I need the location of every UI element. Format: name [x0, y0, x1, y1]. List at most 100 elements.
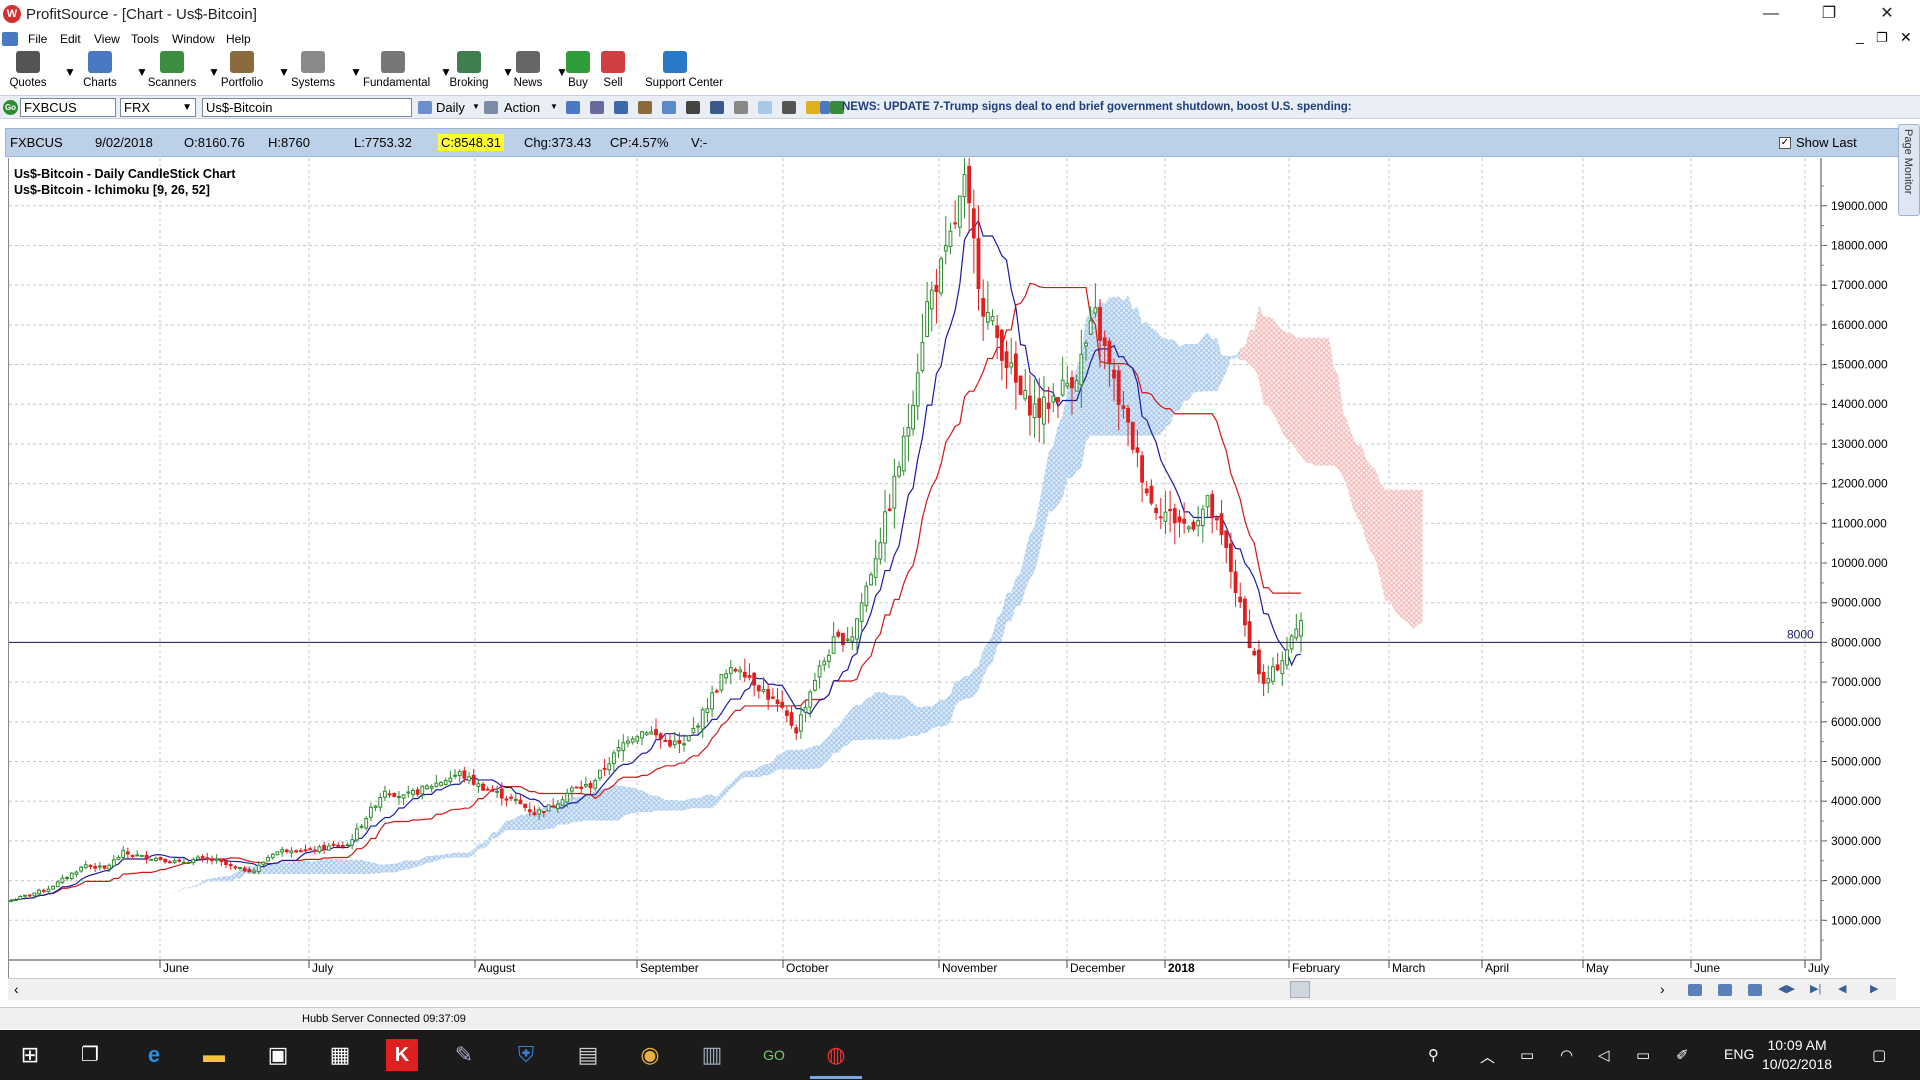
candlestick-chart[interactable]: 1000.000 2000.000 3000.000 4000.000 5000.000… — [9, 158, 1897, 978]
scroll-left-icon[interactable]: ‹ — [14, 981, 19, 997]
wifi-icon[interactable]: ◠ — [1560, 1047, 1574, 1064]
security-name-input[interactable]: Us$-Bitcoin — [202, 98, 412, 117]
menu-help[interactable]: Help — [226, 32, 251, 46]
zoom-fit-icon[interactable] — [1688, 984, 1702, 996]
toolbar-dropdown-icon[interactable]: ▼ — [64, 65, 76, 79]
clock[interactable]: 10:09 AM 10/02/2018 — [1762, 1036, 1832, 1074]
toolbar-dropdown-icon[interactable]: ▼ — [136, 65, 148, 79]
security-shield-icon[interactable]: ⛨ — [517, 1042, 535, 1067]
task-view-icon[interactable]: ❐ — [81, 1044, 99, 1066]
toolbar-charts-button[interactable]: Charts — [70, 49, 130, 93]
ichimoku-cloud-segment — [992, 617, 998, 663]
symbol-input[interactable]: FXBCUS — [20, 98, 116, 117]
toolbar-dropdown-icon[interactable]: ▼ — [556, 65, 568, 79]
toolbar-dropdown-icon[interactable]: ▼ — [440, 65, 452, 79]
edge-browser-icon[interactable]: e — [147, 1042, 161, 1067]
toolbar-fundamental-button[interactable]: Fundamental — [363, 49, 430, 93]
horizontal-scrollbar[interactable]: ‹ › ◀▶ ▶| ◀ ▶ — [8, 978, 1896, 1000]
hammer-icon[interactable] — [686, 101, 700, 114]
remote-desktop-icon[interactable]: ▥ — [701, 1042, 723, 1067]
restore-button[interactable]: ❐ — [1821, 5, 1837, 22]
ichimoku-cloud-segment — [361, 859, 367, 874]
print-icon[interactable] — [614, 101, 628, 114]
step-forward-icon[interactable]: ▶ — [1870, 983, 1879, 995]
zoom-in-icon[interactable] — [1718, 984, 1732, 996]
chrome-browser-icon[interactable]: ◉ — [640, 1042, 660, 1067]
draw-icon[interactable] — [782, 101, 796, 114]
bookmark-icon[interactable] — [830, 101, 844, 114]
toolbar-systems-button[interactable]: Systems — [283, 49, 343, 93]
tray-display-icon[interactable]: ▭ — [1520, 1047, 1535, 1064]
news-ticker[interactable]: NEWS: UPDATE 7-Trump signs deal to end b… — [842, 101, 1352, 113]
profitsource-taskbar-icon[interactable]: ◍ — [826, 1042, 846, 1067]
palette-icon[interactable] — [638, 101, 652, 114]
period-dropdown-icon[interactable]: ▼ — [472, 102, 480, 111]
k-app-icon[interactable]: K — [386, 1039, 418, 1071]
mdi-document-icon[interactable] — [2, 32, 18, 46]
pen-icon[interactable]: ✐ — [1676, 1047, 1689, 1064]
people-icon[interactable]: ⚲ — [1428, 1047, 1439, 1064]
toolbar-quotes-button[interactable]: Quotes — [0, 49, 58, 93]
volume-icon[interactable]: ◁ — [1598, 1047, 1610, 1064]
ichimoku-cloud-segment — [1371, 465, 1376, 561]
action-menu[interactable]: Action — [504, 100, 541, 115]
toolbar-dropdown-icon[interactable]: ▼ — [350, 65, 362, 79]
save-icon[interactable] — [566, 101, 580, 114]
language-indicator[interactable]: ENG — [1724, 1046, 1755, 1062]
chart-type-icon[interactable] — [710, 101, 724, 114]
scroll-thumb[interactable] — [1290, 981, 1310, 998]
scroll-right-icon[interactable]: › — [1660, 981, 1665, 997]
mdi-minimize-icon[interactable]: _ — [1856, 28, 1864, 44]
candle-body — [1196, 520, 1201, 527]
y-tick-label: 17000.000 — [1831, 278, 1888, 292]
bulb-icon[interactable] — [758, 101, 772, 114]
toolbar-portfolio-button[interactable]: Portfolio — [212, 49, 272, 93]
paint-icon[interactable]: ✎ — [454, 1042, 474, 1067]
menu-edit[interactable]: Edit — [60, 32, 81, 46]
toolbar-support-center-button[interactable]: Support Center — [645, 49, 723, 93]
menu-window[interactable]: Window — [172, 32, 215, 46]
x-tick-label: December — [1070, 961, 1125, 975]
menu-view[interactable]: View — [94, 32, 120, 46]
close-button[interactable]: ✕ — [1880, 5, 1894, 22]
step-back-icon[interactable]: ◀ — [1838, 983, 1847, 995]
toolbar-scanners-button[interactable]: Scanners — [142, 49, 202, 93]
action-dropdown-icon[interactable]: ▼ — [550, 102, 558, 111]
mdi-close-icon[interactable]: ✕ — [1900, 29, 1912, 45]
calculator-icon[interactable]: ▦ — [329, 1042, 351, 1067]
page-monitor-tab[interactable]: Page Monitor — [1898, 124, 1920, 216]
candle-body — [841, 632, 845, 646]
battery-icon[interactable]: ▭ — [1636, 1047, 1651, 1064]
camera-icon[interactable]: ▤ — [577, 1042, 599, 1067]
toolbar-sell-button[interactable]: Sell — [583, 49, 643, 93]
toolbar-dropdown-icon[interactable]: ▼ — [278, 65, 290, 79]
tray-chevron-icon[interactable]: ︿ — [1480, 1049, 1496, 1066]
plot-icon[interactable] — [734, 101, 748, 114]
menu-tools[interactable]: Tools — [131, 32, 160, 46]
windows-start-icon[interactable]: ⊞ — [20, 1042, 40, 1067]
last-bar-icon[interactable]: ▶| — [1810, 983, 1822, 995]
menu-file[interactable]: File — [28, 32, 48, 46]
go-app-icon[interactable]: GO — [763, 1047, 785, 1063]
file-explorer-icon[interactable]: ▬ — [203, 1042, 225, 1067]
mdi-restore-icon[interactable]: ❐ — [1876, 30, 1888, 45]
go-icon[interactable]: Go — [3, 100, 18, 115]
zoom-out-icon[interactable] — [1748, 984, 1762, 996]
period-select[interactable]: Daily — [436, 100, 465, 115]
notifications-icon[interactable]: ▢ — [1872, 1047, 1887, 1064]
star-icon[interactable] — [806, 101, 820, 114]
show-last-checkbox[interactable]: ✓ — [1779, 137, 1791, 149]
exchange-select[interactable]: FRX ▼ — [120, 98, 196, 117]
toolbar-broking-button[interactable]: Broking — [439, 49, 499, 93]
chart-area[interactable]: 1000.000 2000.000 3000.000 4000.000 5000.000… — [8, 158, 1896, 986]
tools-icon[interactable] — [590, 101, 604, 114]
minimize-button[interactable]: — — [1763, 5, 1779, 22]
expand-icon[interactable]: ◀▶ — [1778, 983, 1795, 995]
toolbar-dropdown-icon[interactable]: ▼ — [208, 65, 220, 79]
toolbar-buy-button[interactable]: Buy — [548, 49, 608, 93]
toolbar-dropdown-icon[interactable]: ▼ — [502, 65, 514, 79]
toolbar-news-button[interactable]: News — [498, 49, 558, 93]
ichimoku-cloud-segment — [183, 887, 189, 889]
store-icon[interactable]: ▣ — [267, 1042, 289, 1067]
layout-icon[interactable] — [662, 101, 676, 114]
